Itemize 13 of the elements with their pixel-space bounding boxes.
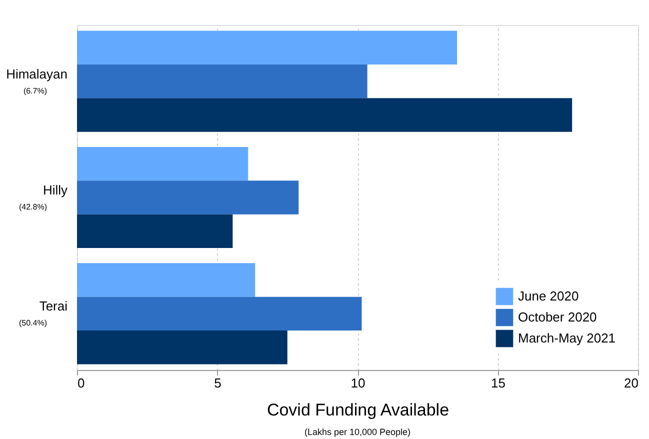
category-label: Himalayan (6.7%) xyxy=(6,66,68,96)
x-tick-label: 0 xyxy=(78,376,85,390)
category-label: Terai (50.4%) xyxy=(18,298,68,328)
x-tick-label: 20 xyxy=(624,376,638,390)
legend-label: March-May 2021 xyxy=(518,330,616,346)
legend-label: October 2020 xyxy=(518,310,597,324)
x-tick-label: 5 xyxy=(214,376,222,390)
legend-label: June 2020 xyxy=(518,288,579,304)
text: (Lakhs per 10,000 People) xyxy=(304,427,411,437)
x-axis-title: Covid Funding Available xyxy=(266,400,450,420)
x-tick-label: 10 xyxy=(350,376,366,390)
category-label: Hilly (42.8%) xyxy=(18,182,68,212)
x-tick-label: 15 xyxy=(491,376,506,390)
